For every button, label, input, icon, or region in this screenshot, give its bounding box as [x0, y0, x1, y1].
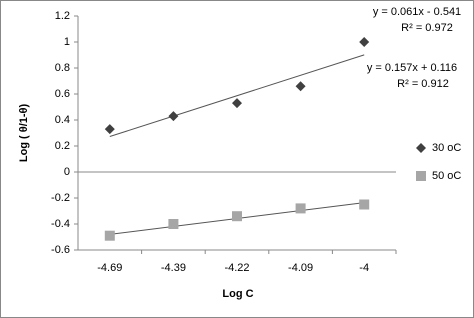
- trendline-equation: y = 0.157x + 0.116: [367, 62, 457, 74]
- y-tick-label: 0.6: [55, 88, 70, 100]
- y-tick-label: -0.6: [51, 244, 70, 256]
- data-point: [359, 199, 370, 210]
- trendline-r2: R² = 0.912: [397, 78, 449, 90]
- data-point: [168, 219, 179, 229]
- y-tick-label: 0: [64, 166, 70, 178]
- x-tick-label: -4.22: [224, 262, 249, 274]
- legend-label: 50 oC: [432, 170, 461, 182]
- data-point: [104, 124, 115, 135]
- legend-marker: [416, 171, 426, 181]
- y-tick-label: -0.2: [51, 192, 70, 204]
- x-tick-label: -4.69: [97, 262, 122, 274]
- data-point: [104, 230, 115, 241]
- legend-marker: [416, 143, 426, 153]
- x-tick-label: -4: [359, 262, 369, 274]
- data-point: [359, 37, 370, 47]
- data-point: [232, 211, 242, 222]
- trendline: [109, 54, 365, 137]
- y-axis-title: Log ( θ/1-θ): [18, 104, 30, 163]
- legend-label: 30 oC: [432, 142, 461, 154]
- data-point: [295, 81, 306, 92]
- x-tick-label: -4.39: [161, 262, 186, 274]
- y-tick-label: 0.2: [55, 140, 70, 152]
- y-tick-label: -0.4: [51, 218, 70, 230]
- trendline-r2: R² = 0.972: [401, 22, 453, 34]
- y-tick-label: 1: [64, 36, 70, 48]
- x-tick-label: -4.09: [288, 262, 313, 274]
- trendline-equation: y = 0.061x - 0.541: [373, 6, 461, 18]
- y-tick-label: 0.4: [55, 114, 70, 126]
- data-point: [232, 98, 242, 109]
- data-point: [168, 111, 179, 122]
- y-tick-label: 1.2: [55, 10, 70, 22]
- y-tick-label: 0.8: [55, 62, 70, 74]
- data-point: [295, 203, 306, 214]
- x-axis-title: Log C: [222, 288, 253, 300]
